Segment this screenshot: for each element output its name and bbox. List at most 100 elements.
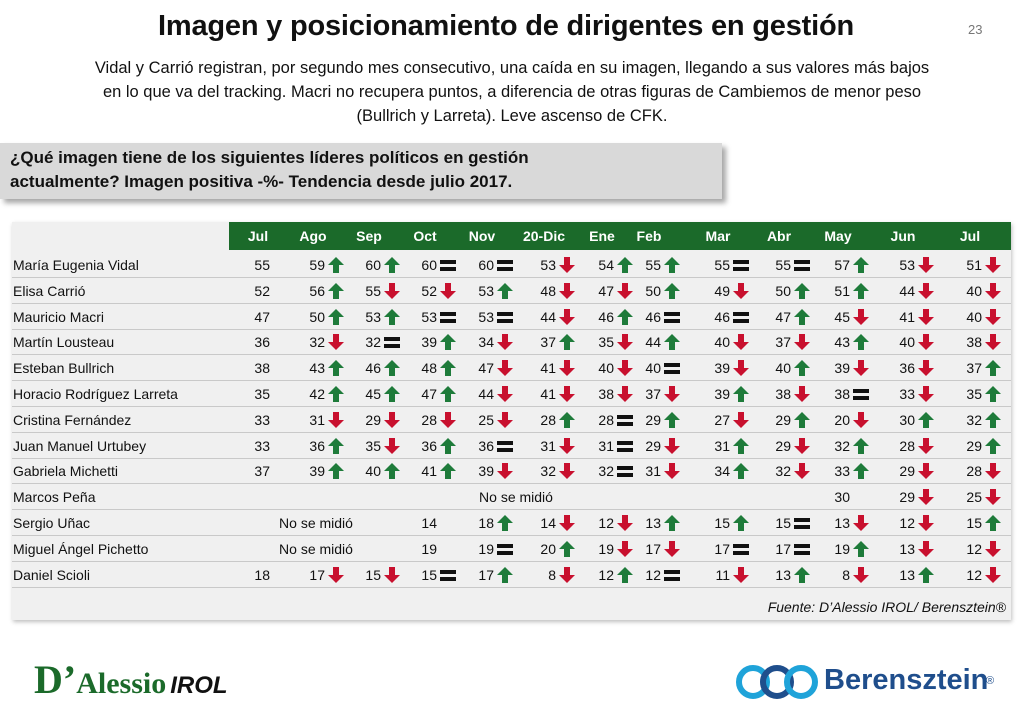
value-cell: 17 bbox=[309, 566, 325, 583]
arrow-down-icon bbox=[917, 256, 935, 274]
arrow-down-icon bbox=[558, 308, 576, 326]
leader-name: Horacio Rodríguez Larreta bbox=[13, 386, 178, 402]
value-cell: 15 bbox=[775, 515, 791, 531]
arrow-up-icon bbox=[327, 437, 345, 455]
table-row bbox=[12, 433, 1011, 459]
value-cell: 37 bbox=[966, 360, 982, 377]
equal-icon bbox=[496, 437, 514, 455]
arrow-down-icon bbox=[558, 256, 576, 274]
value-cell: 32 bbox=[966, 411, 982, 428]
equal-icon bbox=[732, 540, 750, 558]
value-cell: 13 bbox=[899, 540, 915, 557]
value-cell: 31 bbox=[309, 411, 325, 428]
value-cell: 32 bbox=[365, 334, 381, 351]
equal-icon bbox=[732, 308, 750, 326]
value-cell: 12 bbox=[966, 566, 982, 583]
value-cell: 19 bbox=[834, 540, 850, 557]
leader-name: Marcos Peña bbox=[13, 489, 96, 506]
column-header: Feb bbox=[636, 228, 662, 244]
equal-icon bbox=[439, 308, 457, 326]
value-cell: 29 bbox=[775, 437, 791, 454]
value-cell: 45 bbox=[834, 308, 850, 325]
value-cell: 39 bbox=[478, 463, 494, 480]
value-cell: 12 bbox=[966, 540, 982, 557]
value-cell: 40 bbox=[966, 308, 982, 325]
value-cell: 54 bbox=[598, 257, 614, 273]
arrow-down-icon bbox=[793, 333, 811, 351]
arrow-up-icon bbox=[327, 282, 345, 300]
value-cell: 15 bbox=[365, 566, 381, 583]
value-cell: 40 bbox=[365, 463, 381, 480]
arrow-down-icon bbox=[496, 411, 514, 429]
arrow-up-icon bbox=[558, 540, 576, 558]
arrow-down-icon bbox=[852, 411, 870, 429]
arrow-up-icon bbox=[984, 359, 1002, 377]
value-cell: 31 bbox=[645, 463, 661, 480]
logo-letter: D’ bbox=[34, 657, 77, 702]
value-cell: 36 bbox=[421, 437, 437, 454]
value-cell: 29 bbox=[775, 411, 791, 428]
not-measured-label: No se midió bbox=[479, 489, 553, 506]
equal-icon bbox=[496, 308, 514, 326]
arrow-down-icon bbox=[732, 411, 750, 429]
value-cell: 41 bbox=[540, 360, 556, 377]
value-cell: 37 bbox=[540, 334, 556, 351]
value-cell: 55 bbox=[365, 282, 381, 299]
table-row bbox=[12, 407, 1011, 433]
arrow-down-icon bbox=[383, 437, 401, 455]
value-cell: 12 bbox=[899, 515, 915, 531]
column-header: Jul bbox=[959, 228, 981, 244]
table-row bbox=[12, 562, 1011, 588]
arrow-down-icon bbox=[793, 437, 811, 455]
arrow-down-icon bbox=[917, 540, 935, 558]
arrow-down-icon bbox=[917, 333, 935, 351]
arrow-up-icon bbox=[616, 308, 634, 326]
value-cell: 17 bbox=[645, 540, 661, 557]
table-row bbox=[12, 252, 1011, 278]
table-row bbox=[12, 458, 1011, 485]
value-cell: 46 bbox=[365, 360, 381, 377]
value-cell: 38 bbox=[775, 386, 791, 402]
value-cell: 38 bbox=[254, 360, 270, 377]
value-cell: 39 bbox=[714, 386, 730, 402]
value-cell: 33 bbox=[834, 463, 850, 480]
arrow-down-icon bbox=[852, 514, 870, 532]
value-cell: 25 bbox=[478, 411, 494, 428]
arrow-down-icon bbox=[732, 566, 750, 584]
value-cell: 31 bbox=[598, 437, 614, 454]
equal-icon bbox=[383, 333, 401, 351]
value-cell: 60 bbox=[478, 257, 494, 273]
arrow-up-icon bbox=[327, 385, 345, 403]
value-cell: 38 bbox=[598, 386, 614, 402]
arrow-up-icon bbox=[383, 462, 401, 480]
arrow-up-icon bbox=[383, 359, 401, 377]
value-cell: 35 bbox=[966, 386, 982, 402]
arrow-down-icon bbox=[616, 282, 634, 300]
value-cell: 33 bbox=[899, 386, 915, 402]
subtitle-line: en lo que va del tracking. Macri no recu… bbox=[102, 83, 922, 101]
arrow-up-icon bbox=[327, 462, 345, 480]
value-cell: 55 bbox=[775, 257, 791, 273]
arrow-down-icon bbox=[984, 256, 1002, 274]
not-measured-label: No se midió bbox=[279, 540, 353, 557]
value-cell: 29 bbox=[899, 463, 915, 480]
value-cell: 49 bbox=[714, 282, 730, 299]
arrow-up-icon bbox=[327, 256, 345, 274]
arrow-down-icon bbox=[732, 359, 750, 377]
equal-icon bbox=[496, 540, 514, 558]
value-cell: 50 bbox=[775, 282, 791, 299]
arrow-up-icon bbox=[327, 359, 345, 377]
arrow-up-icon bbox=[793, 282, 811, 300]
arrow-down-icon bbox=[663, 385, 681, 403]
value-cell: 44 bbox=[645, 334, 661, 351]
arrow-down-icon bbox=[558, 282, 576, 300]
table-row bbox=[12, 278, 1011, 304]
column-header: Jul bbox=[247, 228, 269, 244]
value-cell: 32 bbox=[309, 334, 325, 351]
value-cell: 35 bbox=[365, 437, 381, 454]
value-cell: 60 bbox=[365, 257, 381, 273]
value-cell: 28 bbox=[421, 411, 437, 428]
value-cell: 33 bbox=[254, 411, 270, 428]
value-cell: 20 bbox=[834, 411, 850, 428]
value-cell: 33 bbox=[254, 437, 270, 454]
